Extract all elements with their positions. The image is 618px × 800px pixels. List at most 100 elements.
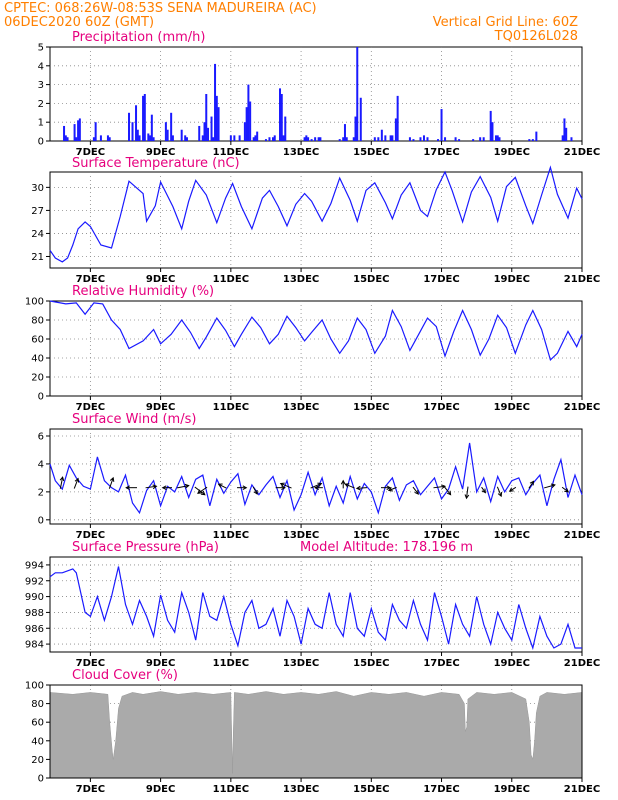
date-tick-label: 17DEC: [423, 274, 459, 285]
precip-bar: [373, 137, 376, 141]
wind-arrow-head: [109, 476, 115, 482]
date-tick-label: 15DEC: [353, 784, 389, 795]
wind-arrow: [388, 486, 397, 491]
date-tick-label: 13DEC: [283, 658, 319, 669]
date-tick-label: 11DEC: [213, 274, 249, 285]
panel-title: Surface Pressure (hPa): [72, 540, 219, 555]
precip-bar: [535, 131, 538, 141]
plot-frame: [49, 171, 583, 269]
date-tick-label: 21DEC: [564, 658, 600, 669]
wind-arrow-head: [314, 485, 319, 491]
precip-bar: [482, 137, 485, 141]
precip-bar: [75, 137, 78, 141]
precip-bar: [164, 122, 167, 141]
precip-bar: [345, 137, 348, 141]
y-tick-label: 984: [25, 640, 44, 651]
precip-bar: [143, 94, 146, 141]
precip-bar: [73, 124, 76, 141]
date-tick-label: 19DEC: [494, 402, 530, 413]
precip-bar: [238, 135, 241, 141]
date-tick-label: 9DEC: [146, 784, 175, 795]
precip-bar: [359, 97, 362, 141]
date-tick-label: 7DEC: [76, 402, 105, 413]
wind-arrow-head: [152, 484, 158, 490]
precip-bar: [303, 137, 306, 141]
series-line: [49, 442, 583, 515]
header-run-date: 06DEC2020 60Z (GMT): [4, 15, 154, 30]
precip-bar: [128, 112, 131, 141]
date-tick-label: 9DEC: [146, 530, 175, 541]
wind-arrow: [509, 486, 517, 492]
panel-2: 7DEC 9DEC 11DEC 13DEC 15DEC 17DEC 19DEC 21DEC 0 2…: [25, 284, 600, 413]
date-tick-label: 9DEC: [146, 147, 175, 158]
precip-bar: [207, 127, 210, 141]
precip-bar: [354, 116, 357, 141]
plot-frame: [49, 556, 583, 653]
wind-arrow: [108, 477, 114, 489]
date-tick-label: 7DEC: [76, 784, 105, 795]
wind-arrow-head: [161, 485, 167, 491]
y-tick-label: 986: [25, 624, 44, 635]
date-tick-label: 17DEC: [423, 402, 459, 413]
date-tick-label: 9DEC: [146, 274, 175, 285]
precip-bar: [201, 135, 204, 141]
wind-arrow: [412, 486, 419, 495]
precip-bar: [380, 129, 383, 141]
y-tick-label: 2: [38, 487, 44, 498]
date-tick-label: 13DEC: [283, 274, 319, 285]
precip-bar: [561, 135, 564, 141]
precip-bar: [343, 124, 346, 141]
date-tick-label: 13DEC: [283, 402, 319, 413]
precip-bar: [77, 120, 80, 141]
wind-arrow-head: [355, 485, 361, 491]
wind-arrow: [280, 483, 292, 489]
date-tick-label: 19DEC: [494, 784, 530, 795]
precip-bar: [249, 101, 252, 141]
precip-bar: [273, 135, 276, 141]
wind-arrow-head: [564, 487, 570, 493]
precip-bar: [531, 139, 534, 141]
date-tick-label: 15DEC: [353, 402, 389, 413]
panel-title: Surface Wind (m/s): [72, 412, 196, 427]
precip-bar: [352, 137, 355, 141]
precip-bar: [494, 135, 497, 141]
precip-bar: [149, 135, 152, 141]
date-tick-label: 17DEC: [423, 530, 459, 541]
date-tick-label: 17DEC: [423, 658, 459, 669]
precip-bar: [454, 137, 457, 141]
precip-bar: [384, 135, 387, 141]
wind-arrow-head: [414, 489, 419, 495]
wind-arrow: [218, 483, 227, 489]
precip-bar: [106, 135, 109, 141]
wind-arrow: [345, 483, 355, 489]
precip-bar: [166, 129, 169, 141]
precip-bar: [205, 94, 208, 141]
precip-bar: [419, 137, 422, 141]
header-model-code: TQ0126L028: [494, 29, 578, 44]
wind-arrow-head: [200, 490, 206, 496]
y-tick-label: 6: [38, 431, 44, 442]
wind-arrow-head: [242, 485, 248, 491]
wind-arrow-head: [340, 479, 346, 485]
precip-bar: [210, 116, 213, 141]
precip-bar: [184, 135, 187, 141]
precip-bar: [215, 95, 218, 141]
date-tick-label: 17DEC: [423, 147, 459, 158]
wind-arrow: [481, 486, 486, 493]
y-tick-label: 2: [38, 99, 44, 110]
wind-arrow-head: [217, 483, 223, 488]
precip-bar: [94, 122, 97, 141]
precip-bar: [150, 114, 153, 141]
date-tick-label: 13DEC: [283, 784, 319, 795]
y-tick-label: 21: [31, 252, 44, 263]
precip-bar: [472, 139, 475, 141]
precip-bar: [338, 139, 341, 141]
y-tick-label: 100: [25, 681, 44, 692]
y-tick-label: 100: [25, 297, 44, 308]
precip-bar: [491, 122, 494, 141]
precip-bar: [563, 118, 566, 141]
y-tick-label: 4: [38, 61, 44, 72]
precip-bar: [496, 135, 499, 141]
wind-arrow: [252, 486, 258, 495]
